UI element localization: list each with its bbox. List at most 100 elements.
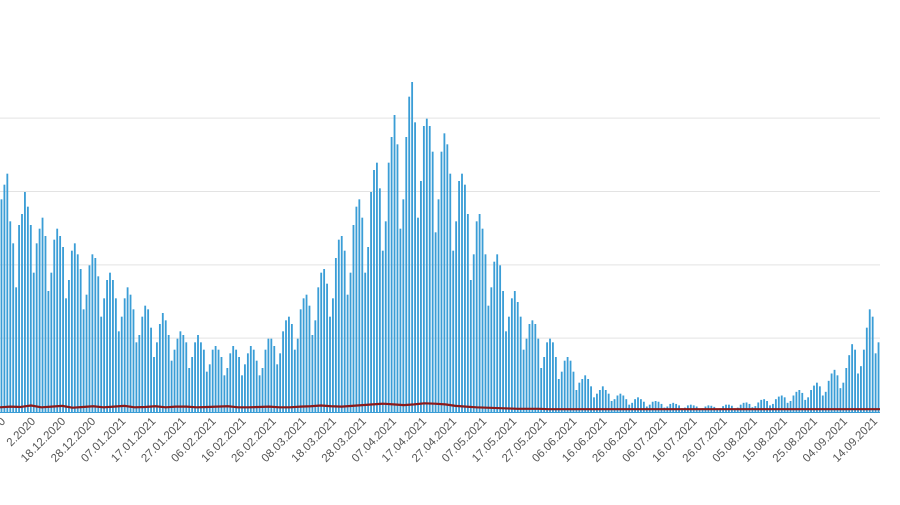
- bar: [381, 250, 384, 412]
- bar: [323, 269, 326, 412]
- bar: [478, 214, 481, 412]
- bar: [531, 320, 534, 412]
- bar: [446, 144, 449, 412]
- bar: [144, 305, 147, 412]
- bar: [393, 115, 396, 412]
- bar: [378, 188, 381, 412]
- bar: [238, 357, 240, 412]
- bar: [100, 316, 103, 412]
- bar: [123, 298, 126, 412]
- bar: [396, 144, 399, 412]
- bar: [871, 316, 874, 412]
- bar: [390, 137, 393, 412]
- bar: [566, 357, 569, 412]
- bar: [484, 254, 487, 412]
- bar: [584, 375, 587, 412]
- bar: [675, 403, 678, 412]
- bar: [103, 298, 106, 412]
- bar: [200, 342, 202, 412]
- bar: [508, 316, 510, 412]
- bar: [601, 386, 604, 412]
- bar: [610, 401, 613, 412]
- bar: [452, 250, 455, 412]
- bar: [41, 217, 44, 412]
- bar: [528, 324, 531, 412]
- bar: [223, 375, 226, 412]
- bar: [560, 371, 563, 412]
- bar: [458, 181, 460, 412]
- bar: [173, 349, 176, 412]
- bar: [114, 298, 117, 412]
- bar: [698, 409, 701, 412]
- bar: [581, 379, 584, 412]
- bar: [167, 335, 170, 412]
- bar: [631, 402, 634, 412]
- bar: [12, 243, 15, 412]
- bar: [329, 316, 331, 412]
- bar: [742, 402, 745, 412]
- bar: [26, 206, 29, 412]
- bar: [308, 305, 311, 412]
- bar: [487, 305, 490, 412]
- bar: [780, 395, 783, 412]
- bar: [877, 342, 880, 412]
- bar: [129, 294, 132, 412]
- bar: [44, 236, 47, 412]
- bar: [191, 357, 194, 412]
- bar: [141, 316, 144, 412]
- bar: [563, 360, 566, 412]
- bar: [795, 391, 798, 412]
- bar: [267, 338, 270, 412]
- bar: [804, 399, 807, 412]
- bar: [211, 349, 214, 412]
- bar: [79, 269, 82, 412]
- bar: [299, 309, 302, 412]
- bar: [818, 386, 821, 412]
- bar: [469, 280, 472, 412]
- bar: [185, 342, 188, 412]
- bar: [47, 291, 50, 412]
- bar: [411, 82, 414, 412]
- bar: [244, 364, 246, 412]
- bar: [830, 373, 833, 412]
- bar: [842, 382, 845, 412]
- x-tick-label: 0: [0, 416, 8, 429]
- bar: [549, 338, 551, 412]
- bar: [604, 390, 607, 412]
- bar: [657, 401, 660, 412]
- bar: [510, 298, 513, 412]
- bar: [59, 236, 62, 412]
- bar: [431, 151, 434, 413]
- bar: [783, 397, 786, 412]
- bar: [587, 379, 590, 412]
- bar: [279, 353, 282, 412]
- bar: [326, 283, 328, 412]
- bar: [97, 276, 100, 412]
- bar: [126, 287, 129, 412]
- bar: [161, 313, 164, 412]
- bar: [293, 349, 296, 412]
- bar: [475, 221, 478, 412]
- bar: [164, 320, 167, 412]
- bar: [65, 298, 67, 412]
- bar: [493, 261, 496, 412]
- bar: [516, 302, 519, 412]
- bar: [241, 375, 243, 412]
- bar: [789, 401, 792, 412]
- bar: [156, 342, 158, 412]
- bar: [179, 331, 182, 412]
- bar: [334, 258, 337, 412]
- bar: [9, 221, 12, 412]
- bar: [640, 399, 642, 412]
- bar: [607, 393, 610, 412]
- bar: [637, 397, 639, 412]
- bar: [851, 344, 854, 412]
- bar: [158, 324, 161, 412]
- bar: [449, 173, 452, 412]
- bar: [194, 342, 196, 412]
- bar: [502, 291, 504, 412]
- bar: [82, 309, 85, 412]
- bar: [264, 349, 267, 412]
- bar: [833, 369, 836, 412]
- bar: [654, 401, 657, 412]
